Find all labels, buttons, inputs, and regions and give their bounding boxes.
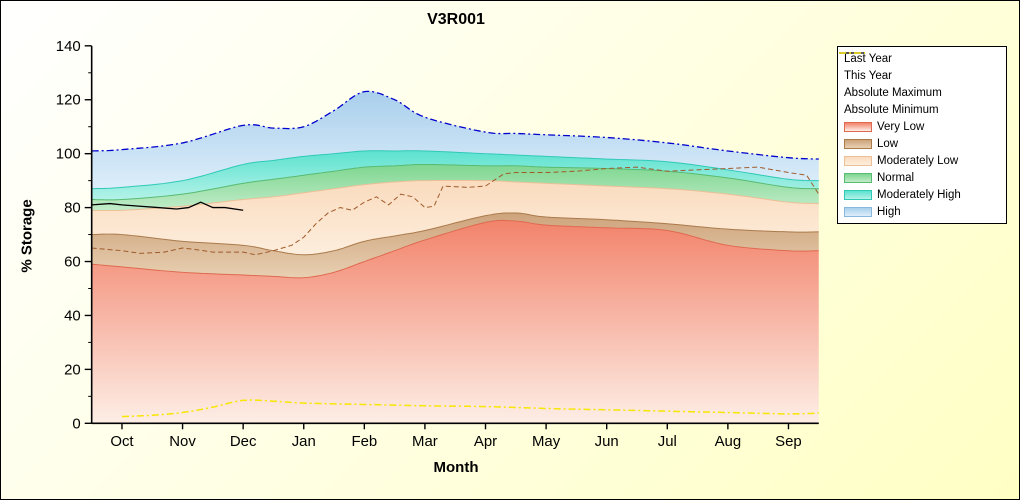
legend-label: Moderately High: [877, 188, 961, 201]
legend-line-swatch: [839, 52, 865, 54]
y-tick-label: 100: [56, 146, 81, 163]
legend-item-absolute-maximum: Absolute Maximum: [839, 52, 1000, 100]
legend-item-last-year: Last Year: [839, 51, 1000, 66]
x-tick-label: Aug: [715, 433, 742, 450]
legend-item-moderately-low: Moderately Low: [844, 153, 1000, 168]
legend-band-swatch: [844, 172, 872, 183]
band-moderately-high: [91, 150, 819, 200]
band-very-low: [91, 220, 819, 424]
legend-item-very-low: Very Low: [844, 119, 1000, 134]
band-low: [91, 212, 819, 278]
x-tick-label: Feb: [351, 433, 377, 450]
axes: 0 20 40 60 80 100 120 140 Oct Nov Dec Jan Feb Mar Apr M…: [56, 38, 819, 450]
x-tick-label: Jul: [658, 433, 677, 450]
band-edge: [91, 150, 819, 190]
legend-band-swatch: [844, 206, 872, 217]
y-tick-label: 80: [64, 200, 81, 217]
band-edge: [91, 163, 819, 201]
x-axis-title: Month: [433, 459, 479, 476]
line-series: [91, 90, 820, 418]
x-tick-label: Mar: [412, 433, 438, 450]
band-edge: [91, 179, 819, 212]
y-tick-label: 140: [56, 38, 81, 55]
y-tick-label: 20: [64, 361, 81, 378]
x-tick-label: Dec: [230, 433, 257, 450]
x-tick-label: Nov: [169, 433, 196, 450]
legend-label: Last Year: [844, 52, 892, 65]
legend-label: Normal: [877, 171, 915, 184]
series-this-year: [91, 201, 244, 211]
legend-item-low: Low: [844, 136, 1000, 151]
x-tick-label: Jun: [595, 433, 619, 450]
y-tick-label: 120: [56, 92, 81, 109]
legend-label: Absolute Minimum: [844, 103, 939, 116]
band-normal: [91, 164, 819, 211]
legend-label: This Year: [844, 69, 892, 82]
chart-title: V3R001: [427, 11, 485, 28]
y-axis-title: % Storage: [18, 199, 36, 273]
legend-label: Moderately Low: [877, 154, 959, 167]
legend: Last Year This Year Absolute Maximum Absolu…: [837, 46, 1007, 224]
series-absolute-maximum: [91, 90, 819, 160]
legend-item-normal: Normal: [844, 170, 1000, 185]
band-moderately-low: [91, 180, 819, 255]
legend-item-high: High: [844, 204, 1000, 219]
band-edge: [91, 212, 819, 256]
x-tick-label: Apr: [474, 433, 497, 450]
y-tick-label: 40: [64, 307, 81, 324]
y-tick-label: 0: [72, 415, 80, 432]
x-tick-label: Sep: [775, 433, 802, 450]
legend-label: Absolute Maximum: [844, 86, 942, 99]
series-last-year: [91, 166, 820, 256]
x-tick-label: Jan: [292, 433, 316, 450]
y-tick-label: 60: [64, 254, 81, 271]
legend-band-swatch: [844, 189, 872, 200]
legend-band-swatch: [844, 138, 872, 149]
legend-label: Low: [877, 137, 899, 150]
legend-label: High: [877, 205, 901, 218]
legend-label: Very Low: [877, 120, 925, 133]
legend-item-moderately-high: Moderately High: [844, 187, 1000, 202]
legend-item-absolute-minimum: Absolute Minimum: [839, 52, 1000, 117]
x-tick-label: May: [532, 433, 561, 450]
band-edge: [91, 219, 819, 279]
x-tick-label: Oct: [110, 433, 134, 450]
percentile-bands: [91, 91, 819, 424]
legend-band-swatch: [844, 155, 872, 166]
band-high: [91, 91, 819, 189]
legend-band-swatch: [844, 121, 872, 132]
legend-item-this-year: This Year: [839, 52, 1000, 83]
series-absolute-minimum: [121, 399, 819, 418]
